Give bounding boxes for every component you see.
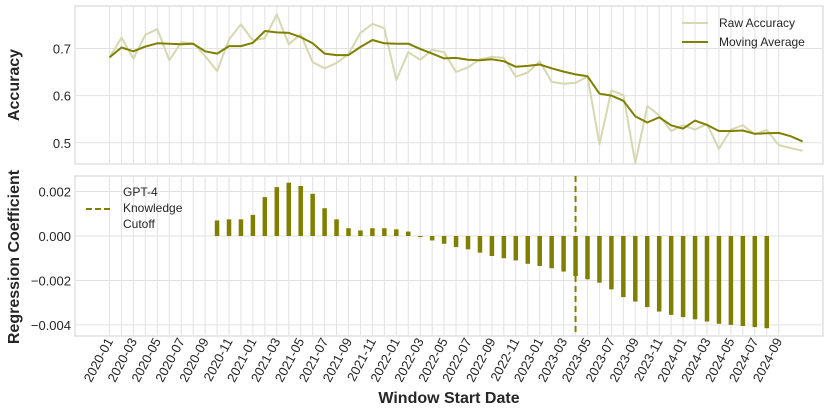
coefficient-bar [370, 228, 375, 236]
coefficient-bar [226, 219, 232, 236]
coefficient-bar [692, 236, 698, 320]
coefficient-bar [525, 236, 530, 264]
coefficient-bar [262, 197, 268, 236]
coefficient-bar [214, 220, 220, 236]
bottom-legend: GPT-4 Knowledge Cutoff [86, 185, 183, 231]
coefficient-bar [322, 208, 327, 236]
coefficient-bar [752, 236, 758, 328]
coefficient-bar [716, 236, 722, 324]
coefficient-bar [274, 187, 280, 236]
coefficient-bar [310, 193, 315, 236]
coefficient-bar [406, 231, 411, 236]
legend-label-cutoff-line2: Knowledge [123, 201, 183, 215]
bottom-y-tick-labels: 0.002 0.000 −0.002 −0.004 [31, 185, 71, 333]
coefficient-bar [597, 236, 602, 283]
coefficient-bar [394, 229, 399, 236]
coefficient-bar [668, 236, 674, 315]
top-plot-frame [74, 5, 824, 165]
coefficient-bar [238, 219, 244, 236]
coefficient-bar [537, 236, 542, 266]
top-y-tick-label: 0.5 [53, 136, 71, 151]
coefficient-bar [489, 236, 495, 256]
coefficient-bar [286, 182, 291, 236]
legend-label-raw: Raw Accuracy [719, 16, 795, 30]
bottom-y-tick-label: 0.002 [38, 185, 71, 200]
x-tick-labels: 2020-012020-032020-052020-072020-092020-… [81, 335, 786, 384]
coefficient-bar [633, 236, 638, 302]
coefficient-bar [585, 236, 590, 280]
coefficient-bar [704, 236, 710, 322]
coefficient-bar [764, 236, 769, 329]
coefficient-bar [382, 228, 387, 236]
bottom-y-tick-label: −0.002 [31, 273, 71, 288]
coefficient-bar [358, 230, 363, 236]
coefficient-bar [465, 236, 471, 250]
coefficient-bar [621, 236, 626, 298]
legend-label-moving-average: Moving Average [719, 35, 805, 49]
top-legend: Raw Accuracy Moving Average [682, 16, 805, 49]
coefficient-bar [740, 236, 746, 326]
bottom-y-axis-title: Regression Coefficient [6, 169, 23, 344]
coefficient-bar [429, 236, 435, 241]
bottom-y-tick-label: −0.004 [31, 318, 71, 333]
top-gridlines [75, 6, 823, 164]
bottom-bars-layer [214, 182, 769, 329]
coefficient-bar [561, 236, 566, 272]
coefficient-bar [728, 236, 734, 325]
coefficient-bar [656, 236, 662, 312]
top-y-tick-labels: 0.5 0.6 0.7 [53, 41, 71, 150]
coefficient-bar [417, 236, 423, 238]
bottom-gridlines [75, 176, 823, 336]
top-series-layer [108, 13, 803, 165]
top-y-axis-title: Accuracy [6, 49, 23, 121]
top-y-tick-label: 0.6 [53, 89, 71, 104]
coefficient-bar [477, 236, 483, 253]
legend-label-cutoff-line3: Cutoff [123, 217, 155, 231]
x-axis-title: Window Start Date [378, 390, 519, 407]
coefficient-bar [513, 236, 519, 261]
coefficient-bar [453, 236, 459, 248]
moving-average-line [108, 30, 803, 143]
coefficient-bar [501, 236, 507, 259]
coefficient-bar [346, 228, 351, 236]
legend-label-cutoff-line1: GPT-4 [123, 185, 158, 199]
coefficient-bar [334, 219, 339, 236]
bottom-plot-frame [74, 175, 824, 337]
coefficient-bar [441, 236, 447, 244]
bottom-y-tick-label: 0.000 [38, 229, 71, 244]
top-y-tick-label: 0.7 [53, 41, 71, 56]
coefficient-bar [609, 236, 614, 290]
coefficient-bar [645, 236, 650, 308]
coefficient-bar [549, 236, 554, 269]
coefficient-bar [298, 186, 303, 236]
coefficient-bar [250, 214, 256, 236]
coefficient-bar [680, 236, 686, 318]
